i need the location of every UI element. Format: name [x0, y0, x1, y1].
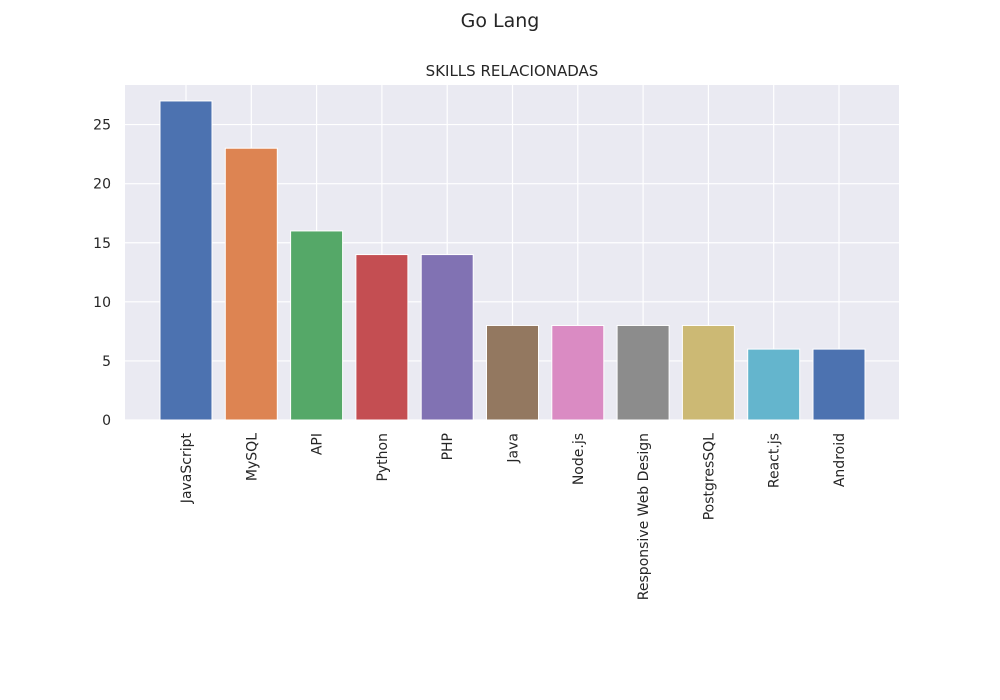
y-tick-label: 15	[93, 236, 111, 252]
bar-python	[355, 254, 409, 421]
y-tick-label: 10	[93, 295, 111, 311]
x-tick-labels: JavaScript MySQL API Python PHP Java Node.js Re…	[179, 432, 848, 600]
bar-react-js	[747, 348, 801, 421]
y-tick-label: 0	[102, 413, 111, 429]
bar-node-js	[551, 324, 605, 421]
bar-api	[290, 230, 344, 421]
x-tick-label: API	[310, 433, 326, 455]
y-tick-label: 20	[93, 177, 111, 193]
bar-java	[486, 324, 539, 421]
x-tick-label: React.js	[767, 433, 783, 488]
bar-android	[812, 348, 866, 421]
y-tick-labels: 0 5 10 15 20 25	[93, 118, 111, 429]
bars	[159, 100, 866, 421]
x-tick-label: MySQL	[244, 433, 260, 481]
bar-mysql	[224, 147, 278, 421]
x-tick-label: Java	[506, 433, 522, 464]
figure-title: Go Lang	[460, 10, 540, 32]
y-tick-label: 5	[102, 354, 111, 370]
x-tick-label: Responsive Web Design	[636, 433, 652, 600]
x-tick-label: Node.js	[571, 433, 587, 485]
bar-php	[420, 254, 474, 421]
bar-responsive-web-design	[616, 324, 670, 421]
x-tick-label: PostgresSQL	[701, 433, 717, 520]
y-tick-label: 25	[93, 118, 111, 134]
chart-title: SKILLS RELACIONADAS	[426, 62, 599, 80]
x-tick-label: PHP	[440, 433, 456, 460]
x-tick-label: Python	[375, 433, 391, 482]
x-tick-label: Android	[832, 433, 848, 487]
bar-javascript	[159, 100, 213, 421]
bar-postgressql	[681, 324, 735, 421]
x-tick-label: JavaScript	[179, 432, 195, 504]
